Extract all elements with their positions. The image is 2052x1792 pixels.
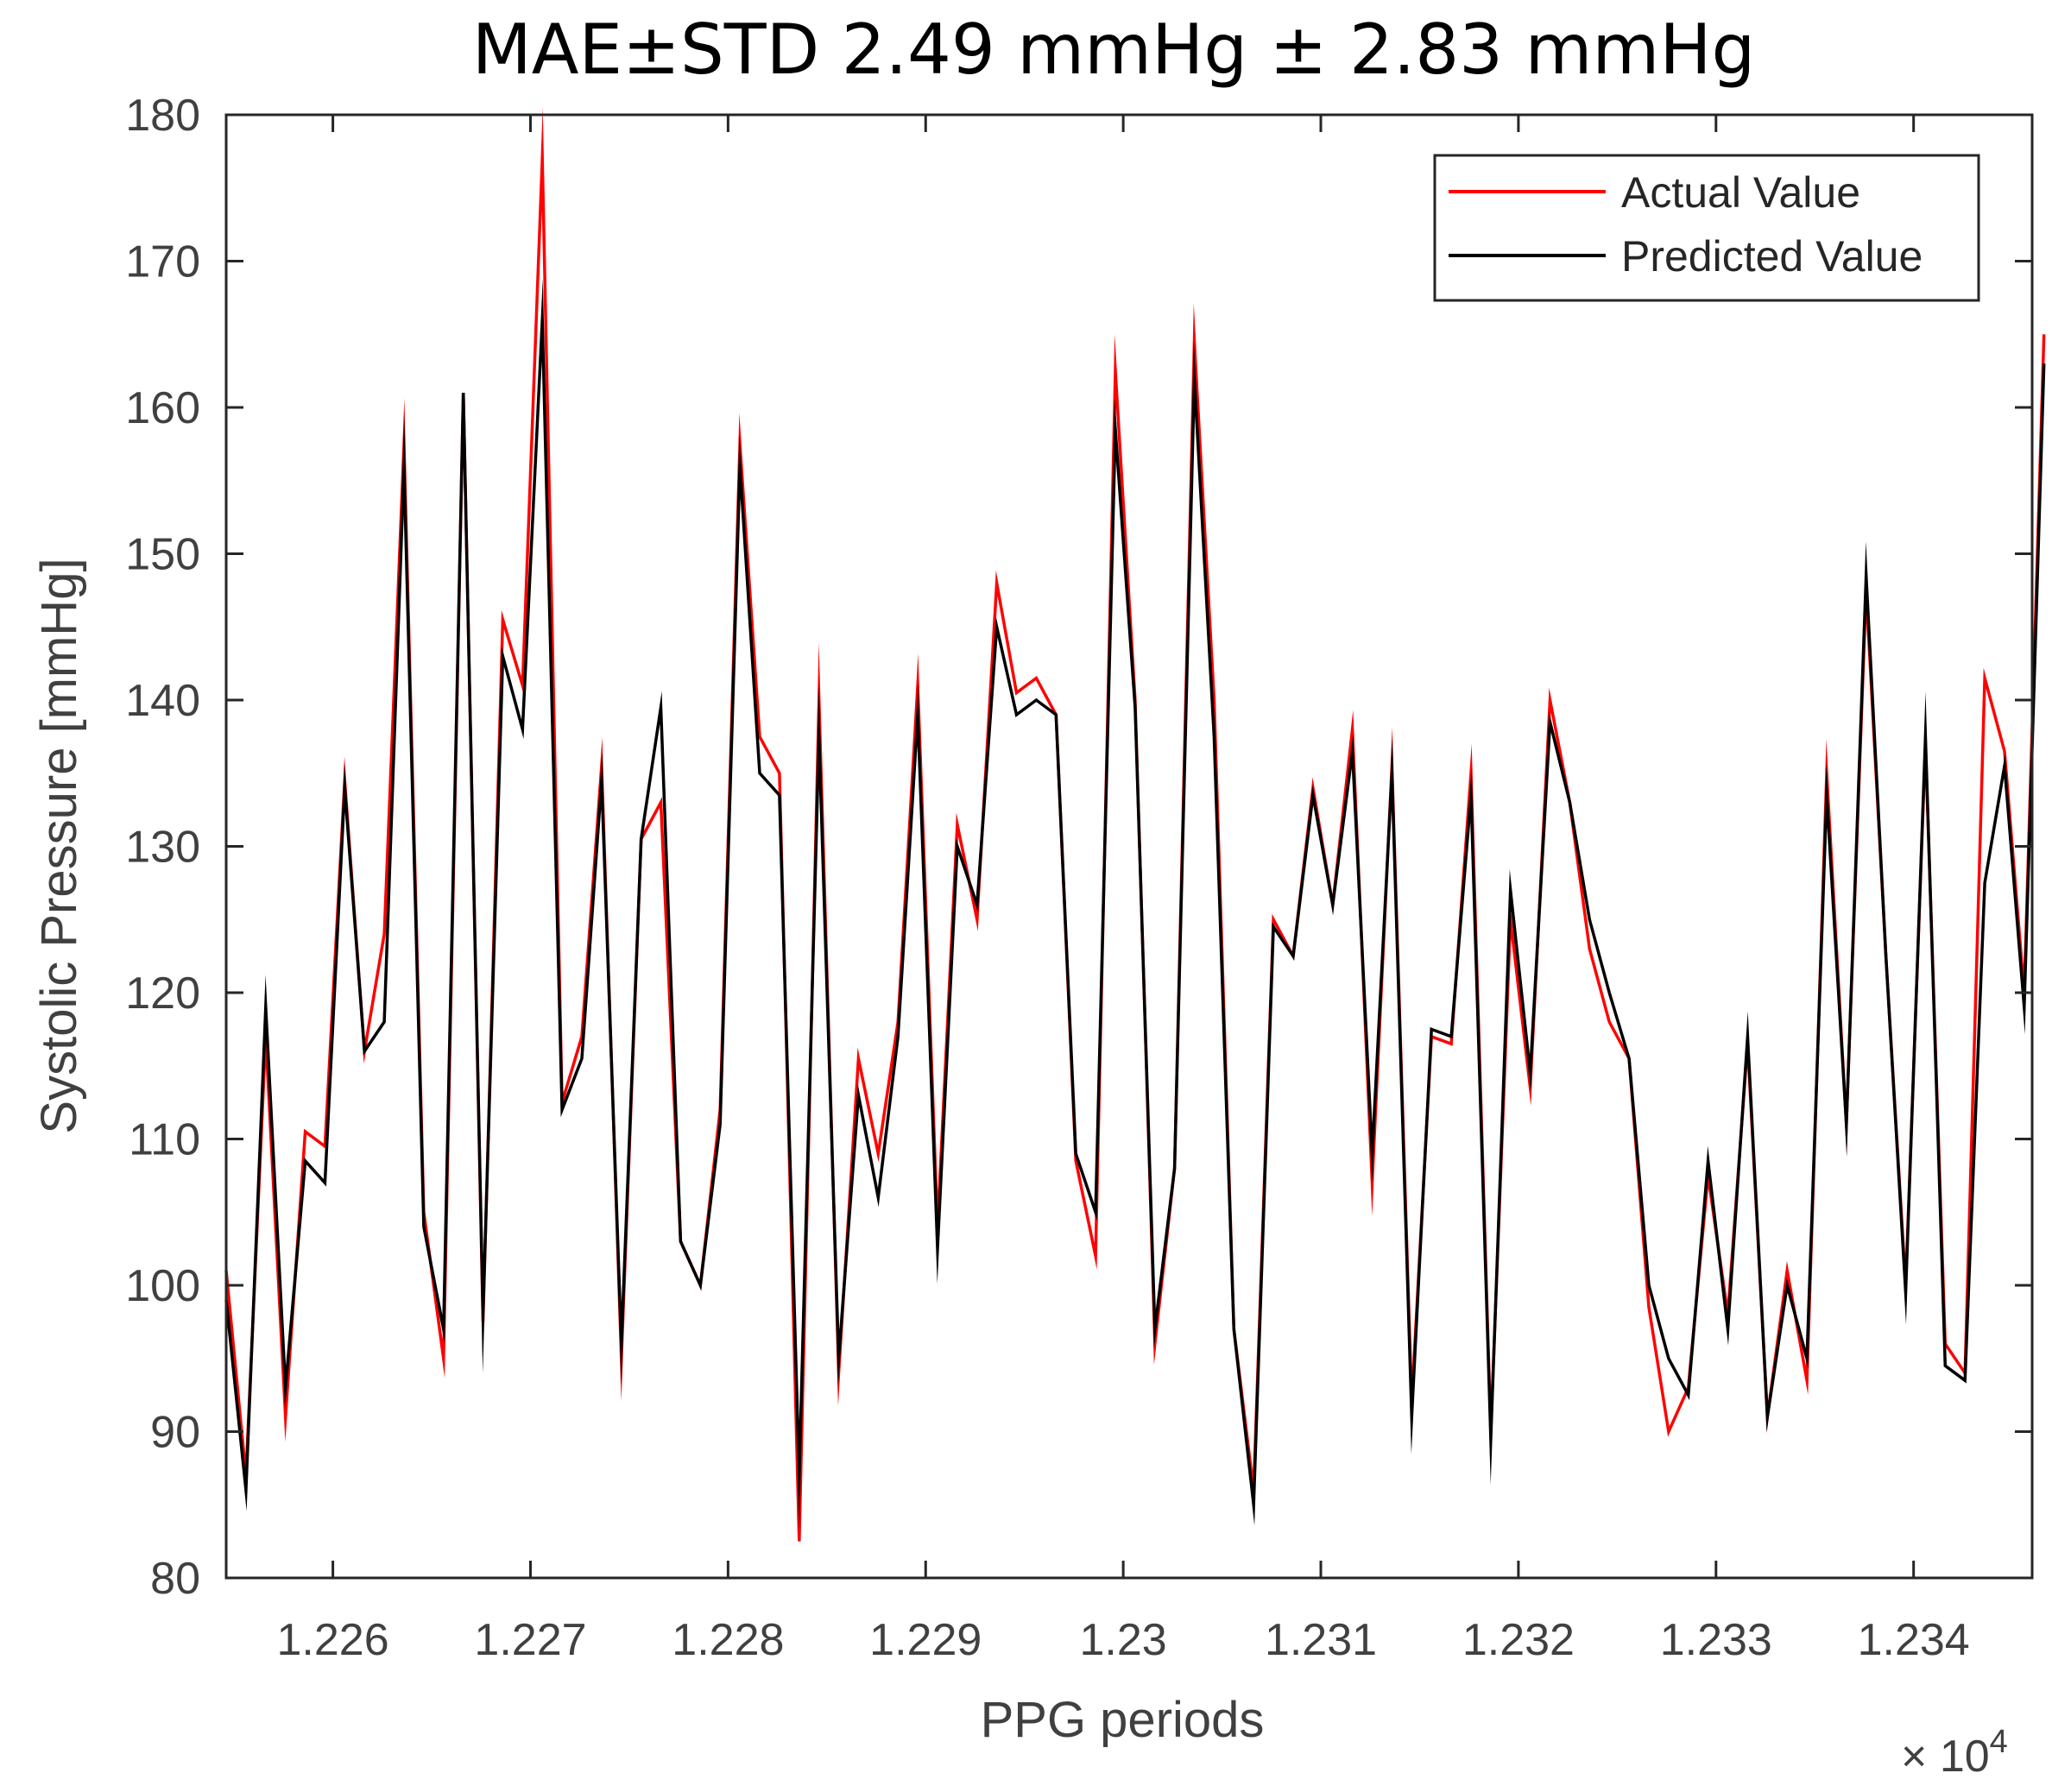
x-tick-label: 1.228 bbox=[672, 1615, 784, 1665]
y-tick-label: 170 bbox=[125, 237, 200, 287]
chart-title: MAE±STD 2.49 mmHg ± 2.83 mmHg bbox=[472, 9, 1756, 90]
legend-label-predicted: Predicted Value bbox=[1621, 232, 1923, 281]
x-tick-label: 1.227 bbox=[474, 1615, 586, 1665]
y-tick-label: 140 bbox=[125, 676, 200, 726]
plot-frame bbox=[224, 113, 2034, 1580]
x-tick-label: 1.229 bbox=[869, 1615, 982, 1665]
x-tick-label: 1.231 bbox=[1265, 1615, 1377, 1665]
legend-label-actual: Actual Value bbox=[1621, 168, 1860, 217]
x-tick-label: 1.23 bbox=[1080, 1615, 1167, 1665]
x-tick-label: 1.234 bbox=[1858, 1615, 1970, 1665]
y-tick-labels: 80 90 100 110 120 130 140 150 160 170 180 bbox=[125, 91, 200, 1604]
x-exponent-power: 4 bbox=[1990, 1724, 2008, 1760]
legend[interactable]: Actual Value Predicted Value bbox=[1433, 154, 1980, 302]
y-tick-label: 90 bbox=[150, 1408, 200, 1458]
x-tick-label: 1.232 bbox=[1462, 1615, 1575, 1665]
y-tick-label: 110 bbox=[129, 1115, 200, 1165]
y-tick-label: 120 bbox=[125, 969, 200, 1019]
series-layer bbox=[224, 107, 2046, 1542]
y-tick-label: 150 bbox=[125, 530, 200, 580]
x-tick-label: 1.226 bbox=[277, 1615, 389, 1665]
y-tick-label: 160 bbox=[125, 383, 200, 433]
x-exponent-base: × 10 bbox=[1901, 1732, 1990, 1782]
y-tick-label: 180 bbox=[125, 91, 200, 141]
x-axis-label: PPG periods bbox=[981, 1692, 1265, 1748]
x-tick-label: 1.233 bbox=[1660, 1615, 1772, 1665]
plot-area bbox=[226, 115, 2032, 1578]
x-tick-labels: 1.226 1.227 1.228 1.229 1.23 1.231 1.232 1.233 1… bbox=[277, 1615, 1970, 1665]
legend-box bbox=[1433, 154, 1980, 302]
y-axis-label: Systolic Pressure [mmHg] bbox=[31, 558, 87, 1133]
y-tick-label: 80 bbox=[150, 1554, 200, 1604]
series-line-predicted bbox=[224, 278, 2046, 1530]
x-exponent-label: × 104 bbox=[1901, 1724, 2008, 1782]
y-tick-label: 130 bbox=[125, 823, 200, 873]
y-tick-label: 100 bbox=[125, 1261, 200, 1311]
